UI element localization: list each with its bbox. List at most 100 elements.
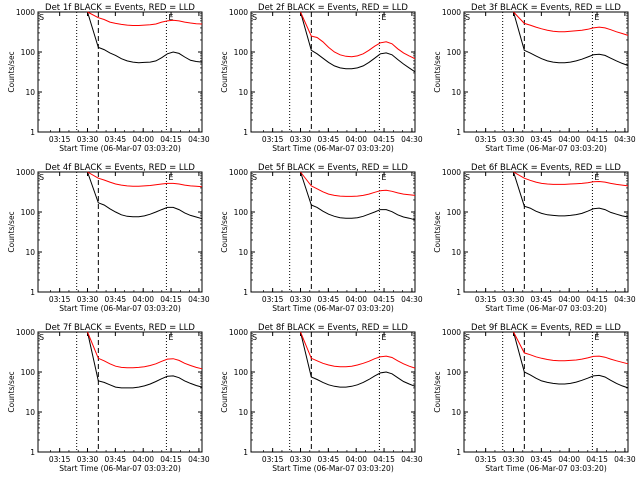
- y-tick-label: 100: [21, 208, 36, 217]
- x-tick-label: 03:15: [475, 455, 497, 464]
- x-axis-label: Start Time (06-Mar-07 03:03:20): [272, 144, 394, 153]
- end-marker: E: [168, 13, 173, 22]
- x-tick-label: 03:30: [77, 295, 99, 304]
- x-tick-label: 03:15: [49, 455, 71, 464]
- plot-frame: [250, 11, 416, 133]
- x-tick-label: 04:30: [401, 455, 423, 464]
- y-tick-label: 1: [30, 128, 35, 137]
- start-marker: S: [252, 173, 257, 182]
- x-tick-label: 04:00: [132, 455, 154, 464]
- x-tick-label: 04:30: [401, 135, 423, 144]
- x-tick-label: 03:15: [49, 135, 71, 144]
- events-series: [300, 11, 416, 73]
- y-axis-label: Counts/sec: [220, 211, 229, 252]
- x-tick-label: 04:30: [614, 455, 636, 464]
- end-marker: E: [168, 173, 173, 182]
- events-series: [87, 11, 203, 64]
- x-tick-label: 04:00: [558, 135, 580, 144]
- x-axis-label: Start Time (06-Mar-07 03:03:20): [485, 304, 607, 313]
- y-axis-label: Counts/sec: [433, 51, 442, 92]
- x-tick-label: 03:30: [503, 455, 525, 464]
- y-axis-label: Counts/sec: [433, 371, 442, 412]
- x-tick-label: 04:15: [373, 295, 395, 304]
- lld-series: [300, 171, 416, 197]
- y-tick-label: 100: [234, 48, 249, 57]
- x-tick-label: 03:30: [290, 135, 312, 144]
- lld-series: [300, 331, 416, 369]
- start-marker: S: [39, 173, 44, 182]
- y-tick-label: 10: [238, 248, 248, 257]
- panel-title: Det 7f BLACK = Events, RED = LLD: [45, 323, 195, 333]
- panel-title: Det 3f BLACK = Events, RED = LLD: [471, 3, 621, 13]
- panel-title: Det 6f BLACK = Events, RED = LLD: [471, 163, 621, 173]
- y-tick-label: 100: [21, 48, 36, 57]
- plot-frame: [37, 171, 203, 293]
- y-tick-label: 10: [25, 248, 35, 257]
- y-tick-label: 1: [243, 448, 248, 457]
- x-tick-label: 03:15: [49, 295, 71, 304]
- panel-1: Det 1f BLACK = Events, RED = LLD 1 10 100 10…: [7, 3, 210, 153]
- panel-title: Det 1f BLACK = Events, RED = LLD: [45, 3, 195, 13]
- start-marker: S: [252, 333, 257, 342]
- x-tick-label: 03:15: [475, 295, 497, 304]
- lld-series: [513, 11, 629, 36]
- y-tick-label: 100: [21, 368, 36, 377]
- x-tick-label: 04:30: [401, 295, 423, 304]
- x-tick-label: 03:30: [290, 295, 312, 304]
- x-axis-label: Start Time (06-Mar-07 03:03:20): [272, 464, 394, 473]
- panel-9: Det 9f BLACK = Events, RED = LLD 1 10 100 10…: [433, 323, 636, 473]
- y-tick-label: 1000: [229, 8, 248, 17]
- end-marker: E: [594, 333, 599, 342]
- y-tick-label: 100: [447, 48, 462, 57]
- plot-frame: [250, 331, 416, 453]
- y-axis-label: Counts/sec: [7, 211, 16, 252]
- y-tick-label: 10: [451, 248, 461, 257]
- x-tick-label: 03:45: [318, 455, 340, 464]
- end-marker: E: [168, 333, 173, 342]
- y-tick-label: 1: [30, 288, 35, 297]
- lld-series: [87, 331, 203, 370]
- panel-title: Det 4f BLACK = Events, RED = LLD: [45, 163, 195, 173]
- x-tick-label: 04:30: [614, 295, 636, 304]
- end-marker: E: [381, 13, 386, 22]
- panel-3: Det 3f BLACK = Events, RED = LLD 1 10 100 10…: [433, 3, 636, 153]
- panel-5: Det 5f BLACK = Events, RED = LLD 1 10 100 10…: [220, 163, 423, 313]
- plot-frame: [250, 171, 416, 293]
- panel-title: Det 9f BLACK = Events, RED = LLD: [471, 323, 621, 333]
- x-tick-label: 04:30: [188, 455, 210, 464]
- start-marker: S: [252, 13, 257, 22]
- y-tick-label: 1000: [16, 168, 35, 177]
- panel-6: Det 6f BLACK = Events, RED = LLD 1 10 100 10…: [433, 163, 636, 313]
- panel-7: Det 7f BLACK = Events, RED = LLD 1 10 100 10…: [7, 323, 210, 473]
- y-axis-label: Counts/sec: [433, 211, 442, 252]
- start-marker: S: [465, 13, 470, 22]
- y-tick-label: 100: [447, 368, 462, 377]
- panel-4: Det 4f BLACK = Events, RED = LLD 1 10 100 10…: [7, 163, 210, 313]
- x-tick-label: 03:30: [503, 135, 525, 144]
- x-tick-label: 04:30: [614, 135, 636, 144]
- panel-2: Det 2f BLACK = Events, RED = LLD 1 10 100 10…: [220, 3, 423, 153]
- x-tick-label: 03:45: [105, 455, 127, 464]
- x-tick-label: 04:00: [345, 455, 367, 464]
- start-marker: S: [39, 333, 44, 342]
- y-tick-label: 1: [243, 288, 248, 297]
- x-tick-label: 03:30: [77, 135, 99, 144]
- y-axis-label: Counts/sec: [7, 51, 16, 92]
- y-tick-label: 1000: [442, 8, 461, 17]
- events-series: [300, 171, 416, 221]
- y-tick-label: 1000: [16, 328, 35, 337]
- y-tick-label: 10: [451, 408, 461, 417]
- y-tick-label: 1: [456, 128, 461, 137]
- y-tick-label: 10: [238, 88, 248, 97]
- x-tick-label: 03:45: [105, 135, 127, 144]
- x-tick-label: 03:45: [318, 295, 340, 304]
- x-tick-label: 03:45: [105, 295, 127, 304]
- x-tick-label: 03:30: [503, 295, 525, 304]
- y-tick-label: 1000: [442, 328, 461, 337]
- lld-series: [300, 11, 416, 60]
- start-marker: S: [465, 173, 470, 182]
- x-tick-label: 04:15: [160, 135, 182, 144]
- plot-frame: [37, 331, 203, 453]
- y-tick-label: 10: [451, 88, 461, 97]
